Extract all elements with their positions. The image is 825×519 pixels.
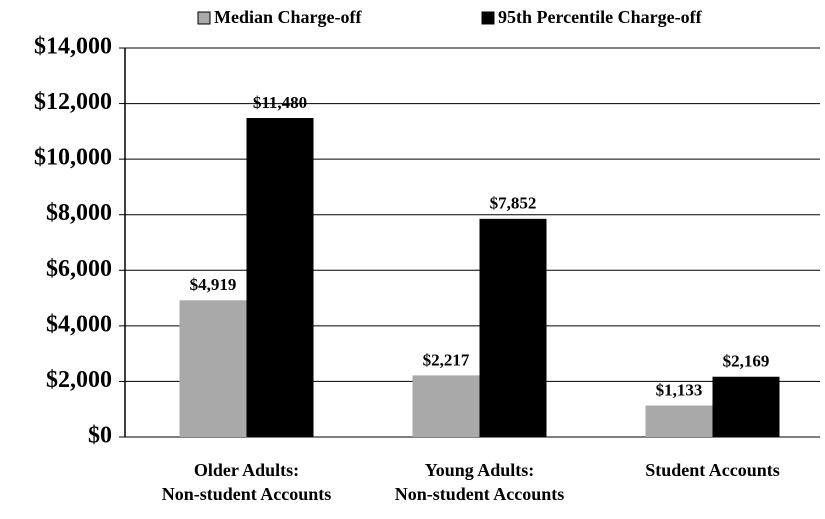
legend-label: Median Charge-off [214, 7, 362, 27]
data-label: $7,852 [490, 194, 537, 213]
bar [179, 300, 247, 437]
bar [712, 376, 780, 437]
legend-swatch [481, 11, 495, 25]
y-tick-label: $12,000 [34, 89, 112, 115]
y-tick-label: $4,000 [46, 311, 112, 337]
x-tick-label: Student Accounts [645, 460, 780, 480]
y-tick-label: $8,000 [46, 200, 112, 226]
bar [246, 118, 314, 438]
legend-label: 95th Percentile Charge-off [498, 7, 703, 27]
data-label: $11,480 [253, 93, 307, 112]
x-tick-label: Older Adults: Non-student Accounts [161, 460, 332, 504]
y-tick-label: $6,000 [46, 256, 112, 282]
y-tick-label: $0 [88, 423, 112, 449]
y-tick-label: $2,000 [46, 367, 112, 393]
y-tick-label: $14,000 [34, 34, 112, 60]
y-tick-label: $10,000 [34, 145, 112, 171]
data-label: $1,133 [656, 380, 703, 399]
data-label: $4,919 [190, 275, 237, 294]
x-tick-label: Young Adults: Non-student Accounts [394, 460, 565, 504]
bar [412, 375, 480, 437]
bar [645, 405, 713, 437]
data-label: $2,217 [423, 350, 470, 369]
legend-swatch [197, 11, 211, 25]
bar [479, 218, 547, 437]
data-label: $2,169 [723, 352, 770, 371]
